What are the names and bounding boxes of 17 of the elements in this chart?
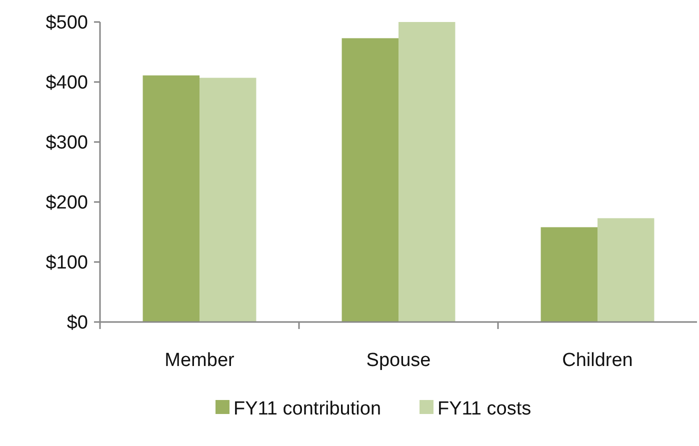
legend-label: FY11 contribution bbox=[234, 398, 382, 420]
y-tick-label: $200 bbox=[46, 192, 88, 214]
y-tick-label: $300 bbox=[46, 132, 88, 154]
bar bbox=[342, 38, 398, 322]
y-tick-label: $500 bbox=[46, 12, 88, 34]
x-tick-label: Spouse bbox=[366, 350, 431, 371]
legend-label: FY11 costs bbox=[438, 398, 532, 420]
y-tick-label: $0 bbox=[66, 312, 88, 334]
x-tick-label: Member bbox=[164, 350, 236, 371]
bar bbox=[142, 75, 200, 322]
x-tick-label: Children bbox=[562, 350, 633, 371]
bar bbox=[540, 227, 598, 322]
y-tick-label: $100 bbox=[46, 252, 88, 274]
bar bbox=[398, 22, 456, 322]
bar bbox=[200, 78, 256, 322]
y-tick-label: $400 bbox=[46, 72, 88, 94]
bar bbox=[598, 218, 654, 322]
